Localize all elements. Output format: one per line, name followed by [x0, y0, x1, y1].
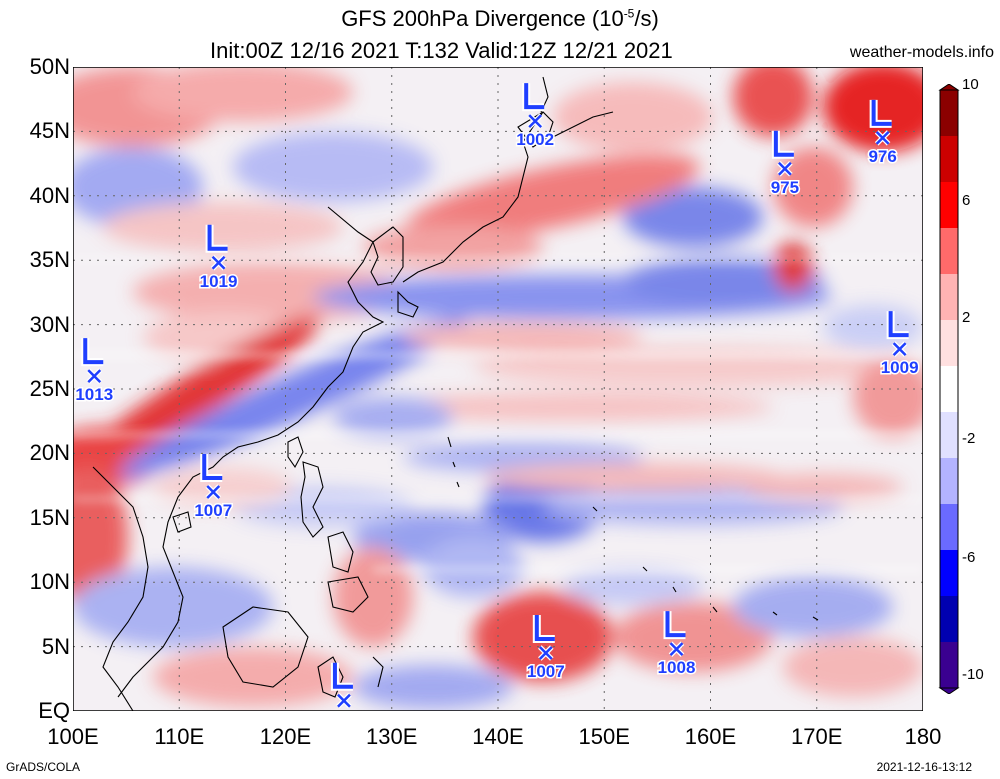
low-pressure-label: 1013 [75, 385, 113, 404]
colorbar-label: 2 [962, 309, 971, 326]
lon-label: 120E [259, 724, 312, 749]
colorbar-block [940, 274, 958, 321]
colorbar [938, 84, 960, 694]
map-subtitle: Init:00Z 12/16 2021 T:132 Valid:12Z 12/2… [210, 38, 673, 63]
low-pressure-label: 976 [868, 147, 896, 166]
low-letter [773, 130, 794, 157]
colorbar-block [940, 136, 958, 183]
footer-software: GrADS/COLA [6, 760, 81, 774]
lat-label: EQ [38, 698, 70, 723]
lat-label: 25N [29, 376, 70, 401]
low-center: 975 [769, 130, 801, 198]
low-marker [87, 369, 102, 384]
lon-label: 110E [154, 724, 205, 749]
low-pressure-centers: 1002 976 975 1019 1013 1009 1007 1007 1008 1010 [74, 83, 920, 711]
colorbar-label: 10 [962, 76, 979, 93]
low-center: 1010 [324, 662, 364, 711]
low-center: 1013 [74, 338, 115, 406]
coastlines [92, 76, 819, 711]
colorbar-block [940, 366, 958, 413]
low-center: 1009 [879, 311, 920, 379]
lat-label: 20N [29, 440, 70, 466]
low-center: 976 [867, 99, 898, 167]
lat-label: 45N [29, 118, 70, 144]
low-pressure-label: 975 [771, 178, 799, 197]
low-center: 1008 [656, 611, 697, 679]
low-pressure-label: 1008 [658, 658, 696, 677]
low-marker [669, 642, 684, 657]
site-credit: weather-models.info [849, 44, 994, 61]
lat-label: 35N [29, 247, 70, 273]
low-marker [206, 485, 221, 499]
low-letter [207, 224, 228, 251]
low-marker [528, 114, 543, 128]
colorbar-block [940, 320, 958, 367]
low-center: 1007 [193, 454, 234, 522]
low-letter [534, 615, 555, 642]
low-marker [211, 255, 226, 270]
lat-label: 50N [29, 54, 70, 79]
lon-label: 130E [366, 724, 418, 749]
low-letter [871, 99, 892, 126]
colorbar-block [940, 642, 958, 689]
low-marker [875, 130, 890, 145]
colorbar-label: -2 [962, 430, 976, 447]
low-center: 1002 [515, 83, 556, 151]
lon-label: 160E [684, 724, 737, 749]
colorbar-block [940, 458, 958, 505]
lon-label: 180 [904, 724, 942, 749]
low-letter [524, 83, 545, 110]
colorbar-label: -10 [962, 666, 984, 683]
low-pressure-label: 1019 [200, 272, 238, 291]
colorbar-label: 6 [962, 192, 971, 209]
lat-label: 5N [41, 633, 70, 659]
low-marker [337, 693, 351, 708]
colorbar-block [940, 596, 958, 643]
lon-label: 100E [47, 724, 99, 749]
lat-label: 30N [29, 311, 70, 337]
colorbar-block [940, 90, 958, 137]
colorbar-label: -6 [962, 549, 976, 566]
map-title: GFS 200hPa Divergence (10-5/s) [341, 6, 659, 31]
low-letter [83, 338, 104, 365]
low-letter [332, 662, 353, 689]
low-pressure-label: 1007 [527, 662, 565, 681]
lat-label: 40N [29, 182, 70, 208]
colorbar-block [940, 550, 958, 597]
lat-label: 15N [29, 504, 70, 530]
colorbar-bottom-arrow [938, 687, 960, 694]
low-pressure-label: 1007 [194, 501, 232, 520]
low-pressure-label: 1010 [325, 710, 363, 711]
low-marker [538, 646, 553, 660]
low-pressure-label: 1002 [516, 130, 554, 149]
low-letter [202, 454, 223, 481]
lon-label: 170E [791, 724, 843, 749]
colorbar-top-arrow [938, 84, 960, 91]
low-marker [892, 342, 907, 356]
low-center: 1019 [198, 224, 239, 292]
low-letter [665, 611, 686, 638]
divergence-map: 1002 976 975 1019 1013 1009 1007 1007 1008 1010 [73, 67, 923, 711]
lat-label: 10N [29, 569, 70, 595]
colorbar-block [940, 182, 958, 229]
colorbar-block [940, 504, 958, 551]
colorbar-block [940, 228, 958, 275]
colorbar-block [940, 412, 958, 459]
low-letter [888, 311, 909, 338]
lat-lon-grid [73, 67, 923, 711]
low-center: 1007 [525, 615, 566, 683]
lon-label: 140E [472, 724, 524, 749]
lon-label: 150E [578, 724, 630, 749]
low-pressure-label: 1009 [881, 358, 919, 377]
low-marker [777, 161, 792, 176]
footer-timestamp: 2021-12-16-13:12 [876, 760, 972, 774]
